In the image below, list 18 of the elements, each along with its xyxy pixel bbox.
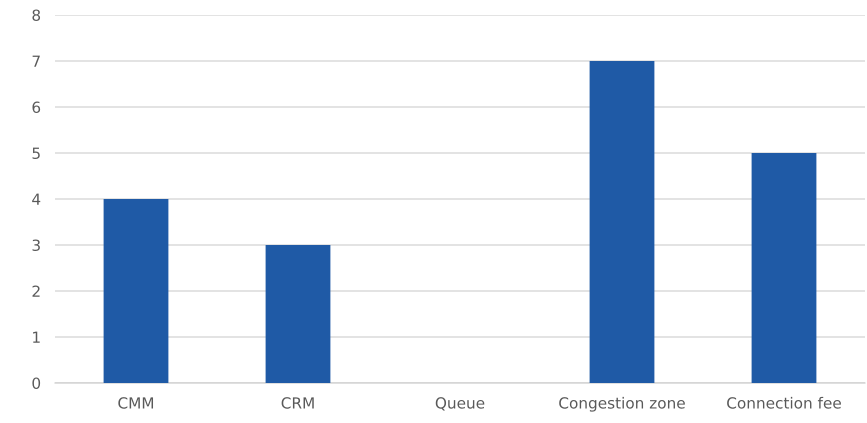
- x-tick-label: Queue: [436, 397, 484, 410]
- y-tick-label: 4: [32, 194, 40, 205]
- bar: [104, 199, 168, 383]
- y-tick-label: 8: [32, 9, 40, 22]
- bar: [266, 245, 330, 383]
- bar: [752, 153, 816, 383]
- y-tick-label: 2: [32, 285, 40, 297]
- y-tick-label: 7: [32, 56, 40, 67]
- x-tick-label: CMM: [118, 397, 154, 409]
- y-tick-label: 1: [33, 332, 40, 343]
- x-tick-label: Connection fee: [727, 396, 841, 409]
- y-tick-label: 6: [32, 101, 40, 114]
- y-tick-label: 3: [32, 239, 40, 252]
- bar: [590, 61, 654, 383]
- y-tick-label: 5: [32, 148, 40, 160]
- y-tick-label: 0: [32, 377, 40, 390]
- x-tick-label: CRM: [282, 397, 314, 409]
- x-tick-label: Congestion zone: [559, 396, 685, 412]
